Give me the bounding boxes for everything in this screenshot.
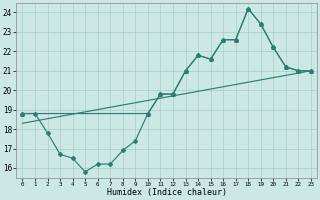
X-axis label: Humidex (Indice chaleur): Humidex (Indice chaleur) (107, 188, 227, 197)
